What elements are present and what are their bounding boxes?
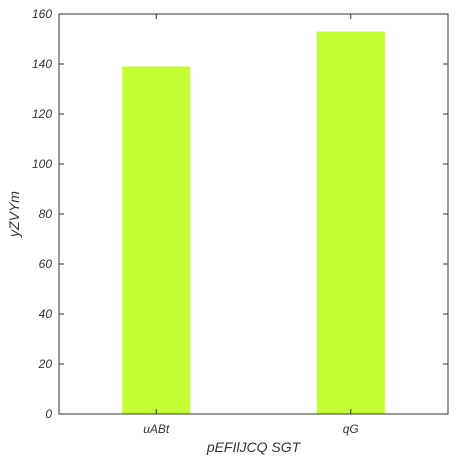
y-tick-label: 120 — [32, 107, 52, 121]
y-tick-label: 140 — [32, 57, 52, 71]
y-tick-label: 100 — [32, 157, 52, 171]
x-tick-label: uABt — [143, 422, 170, 436]
x-tick-label: qG — [343, 422, 359, 436]
y-tick-label: 0 — [45, 407, 52, 421]
y-tick-label: 160 — [32, 7, 52, 21]
y-tick-label: 20 — [38, 357, 53, 371]
y-axis-label: yZVYm — [6, 191, 22, 238]
bar-qG — [316, 31, 385, 414]
ticks-layer: 0 20 40 60 80 100 120 140 160 uABt qG — [32, 7, 448, 436]
bars-layer — [122, 31, 385, 414]
y-tick-label: 60 — [39, 257, 53, 271]
bar-uABt — [122, 66, 191, 414]
x-axis-label: pEFIlJCQ SGT — [206, 439, 302, 455]
y-tick-label: 80 — [39, 207, 53, 221]
y-tick-label: 40 — [39, 307, 53, 321]
plot-frame — [58, 13, 449, 415]
